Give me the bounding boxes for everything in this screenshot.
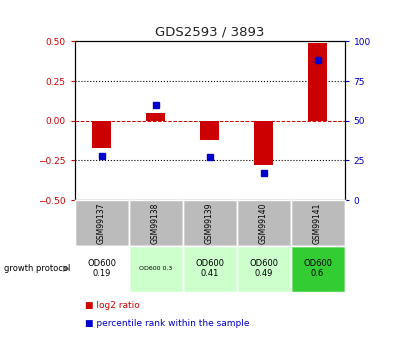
Text: OD600
0.19: OD600 0.19 (87, 259, 116, 278)
Text: growth protocol: growth protocol (4, 264, 71, 273)
Text: ■ log2 ratio: ■ log2 ratio (85, 302, 139, 310)
Text: ■ percentile rank within the sample: ■ percentile rank within the sample (85, 319, 249, 328)
Text: OD600
0.41: OD600 0.41 (195, 259, 224, 278)
Bar (308, 43, 327, 121)
Text: OD600
0.6: OD600 0.6 (303, 259, 332, 278)
Text: GSM99138: GSM99138 (151, 202, 160, 244)
Bar (146, 113, 165, 121)
Bar (200, 121, 219, 140)
Text: GSM99140: GSM99140 (259, 202, 268, 244)
Text: GSM99141: GSM99141 (313, 202, 322, 244)
Text: OD600
0.49: OD600 0.49 (249, 259, 278, 278)
Title: GDS2593 / 3893: GDS2593 / 3893 (155, 26, 264, 39)
Text: OD600 0.3: OD600 0.3 (139, 266, 172, 271)
Text: GSM99137: GSM99137 (97, 202, 106, 244)
Bar (254, 121, 273, 165)
Text: GSM99139: GSM99139 (205, 202, 214, 244)
Bar (92, 121, 111, 148)
